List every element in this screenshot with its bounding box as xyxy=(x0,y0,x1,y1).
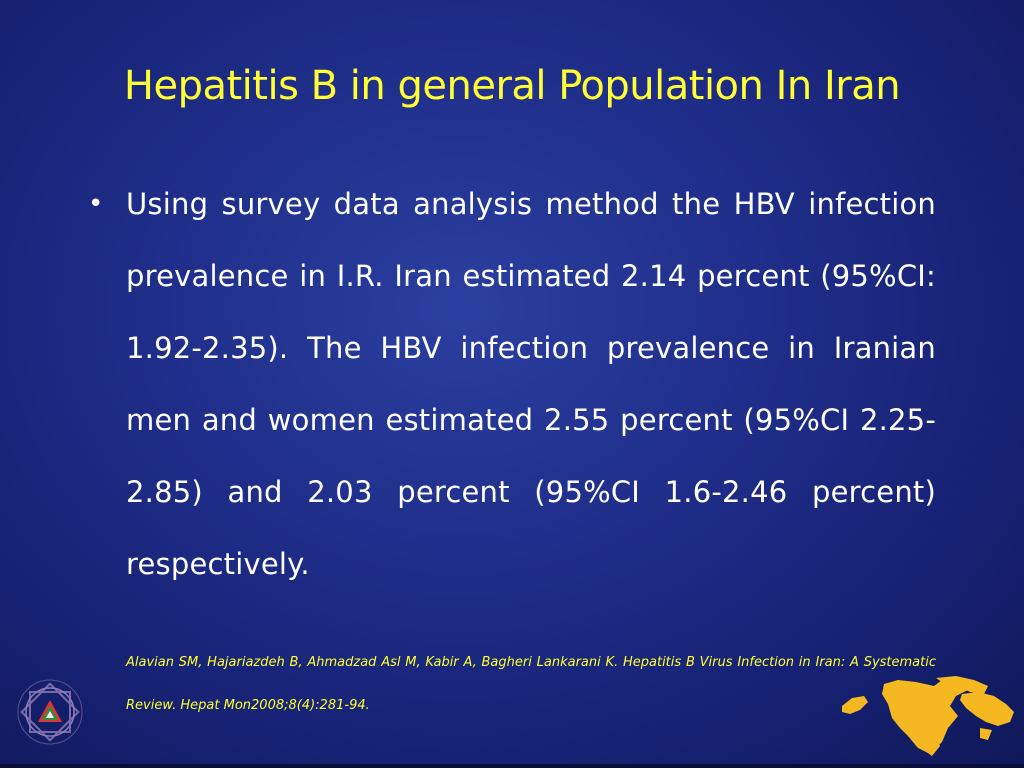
bullet-list: • Using survey data analysis method the … xyxy=(88,168,936,600)
organization-emblem-icon xyxy=(17,679,83,745)
bottom-border xyxy=(0,764,1024,768)
middle-east-map-icon xyxy=(842,676,1014,756)
slide-title: Hepatitis B in general Population In Ira… xyxy=(123,63,901,109)
citation-text: Alavian SM, Hajariazdeh B, Ahmadzad Asl … xyxy=(126,655,936,713)
bullet-text: Using survey data analysis method the HB… xyxy=(126,187,936,581)
bullet-marker: • xyxy=(88,189,104,219)
